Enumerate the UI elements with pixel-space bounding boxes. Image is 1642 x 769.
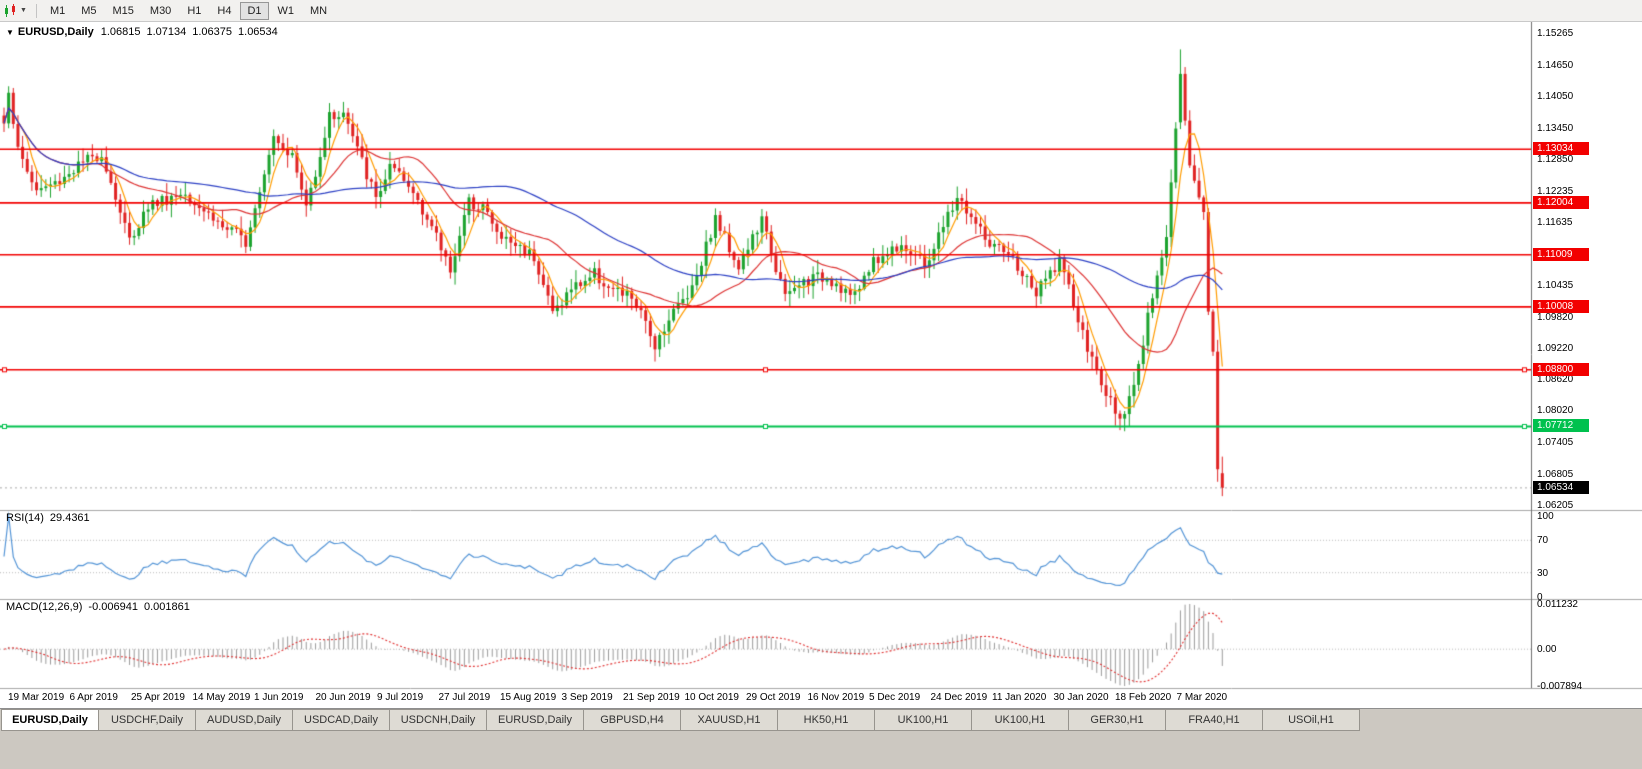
timeframe-h4[interactable]: H4 bbox=[217, 4, 232, 17]
timeframe-m30[interactable]: M30 bbox=[149, 4, 172, 17]
timeframe-toolbar: ▼ M1 M5 M15 M30 H1 H4 D1 W1 MN bbox=[0, 0, 1642, 22]
timeframe-buttons: M1 M5 M15 M30 H1 H4 D1 W1 MN bbox=[42, 1, 335, 20]
timeframe-mn[interactable]: MN bbox=[310, 4, 328, 17]
chart-type-dropdown-icon[interactable]: ▼ bbox=[20, 7, 27, 14]
chart-tab-usdcad-daily[interactable]: USDCAD,Daily bbox=[293, 709, 390, 731]
chart-tab-eurusd-daily[interactable]: EURUSD,Daily bbox=[1, 709, 99, 731]
chart-tab-xauusd-h1[interactable]: XAUUSD,H1 bbox=[681, 709, 778, 731]
chart-tab-uk100-h1[interactable]: UK100,H1 bbox=[972, 709, 1069, 731]
chart-tab-fra40-h1[interactable]: FRA40,H1 bbox=[1166, 709, 1263, 731]
chart-tab-ger30-h1[interactable]: GER30,H1 bbox=[1069, 709, 1166, 731]
timeframe-m5[interactable]: M5 bbox=[81, 4, 97, 17]
timeframe-h1[interactable]: H1 bbox=[187, 4, 202, 17]
chart-tabs: EURUSD,Daily USDCHF,Daily AUDUSD,Daily USDC… bbox=[0, 709, 1642, 731]
chart-tab-usdcnh-daily[interactable]: USDCNH,Daily bbox=[390, 709, 487, 731]
timeframe-m1[interactable]: M1 bbox=[49, 4, 66, 17]
chart-tab-usoil-h1[interactable]: USOil,H1 bbox=[1263, 709, 1360, 731]
timeframe-w1[interactable]: W1 bbox=[277, 4, 295, 17]
chart-type-icon[interactable] bbox=[3, 3, 19, 18]
chart-tab-eurusd-daily[interactable]: EURUSD,Daily bbox=[487, 709, 584, 731]
chart-tab-usdchf-daily[interactable]: USDCHF,Daily bbox=[99, 709, 196, 731]
toolbar-separator bbox=[35, 3, 37, 18]
chart-tabbar: EURUSD,Daily USDCHF,Daily AUDUSD,Daily USDC… bbox=[0, 708, 1642, 769]
chart-tab-gbpusd-h4[interactable]: GBPUSD,H4 bbox=[584, 709, 681, 731]
timeframe-d1[interactable]: D1 bbox=[240, 1, 269, 20]
chart-tab-uk100-h1[interactable]: UK100,H1 bbox=[875, 709, 972, 731]
chart-tab-hk50-h1[interactable]: HK50,H1 bbox=[778, 709, 875, 731]
chart-tab-audusd-daily[interactable]: AUDUSD,Daily bbox=[196, 709, 293, 731]
timeframe-m15[interactable]: M15 bbox=[112, 4, 134, 17]
